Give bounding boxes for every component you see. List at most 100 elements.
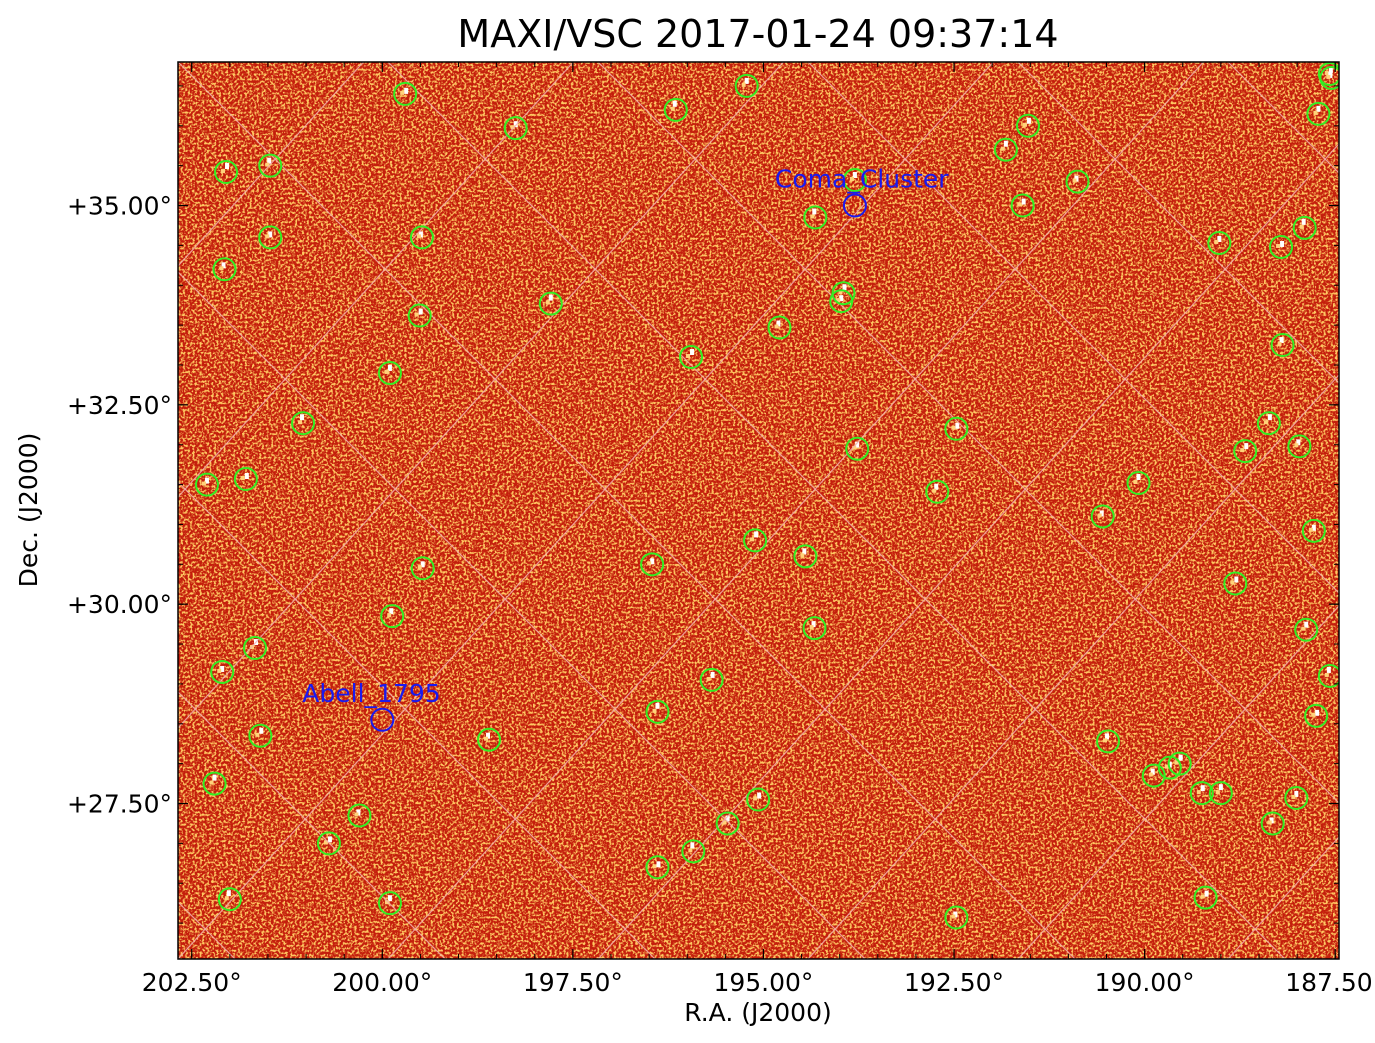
source-circle bbox=[1208, 781, 1233, 806]
hot-pixel bbox=[220, 665, 225, 672]
source-circle bbox=[1260, 811, 1285, 836]
hot-pixel bbox=[690, 349, 695, 356]
source-circle bbox=[993, 137, 1018, 162]
warm-pixel bbox=[1214, 239, 1219, 244]
hot-pixel bbox=[725, 815, 730, 822]
warm-pixel bbox=[417, 565, 422, 570]
hot-pixel bbox=[259, 727, 264, 734]
warm-pixel bbox=[838, 290, 843, 295]
warm-pixel bbox=[400, 90, 405, 95]
source-circle bbox=[407, 303, 432, 328]
annotation-markers: Abell_1795 Coma_Cluster bbox=[302, 165, 949, 732]
source-circle bbox=[1223, 571, 1248, 596]
source-circle bbox=[1304, 703, 1329, 728]
warm-pixel bbox=[219, 266, 224, 271]
warm-pixel bbox=[1311, 712, 1316, 717]
x-tick-label: 200.00° bbox=[332, 968, 432, 997]
grid-line-dec bbox=[1017, 62, 1339, 384]
hot-pixel bbox=[852, 172, 857, 179]
warm-pixel bbox=[1000, 146, 1005, 151]
hot-pixel bbox=[1021, 198, 1026, 205]
source-circle bbox=[831, 281, 856, 306]
hot-pixel bbox=[934, 483, 939, 490]
hot-pixel bbox=[226, 890, 231, 897]
warm-pixel bbox=[1299, 224, 1304, 229]
source-circle bbox=[233, 467, 258, 492]
warm-pixel bbox=[545, 300, 550, 305]
source-circle bbox=[1317, 663, 1339, 688]
hot-pixel bbox=[212, 774, 217, 781]
warm-pixel bbox=[836, 298, 841, 303]
warm-pixel bbox=[951, 425, 956, 430]
hot-pixel bbox=[221, 262, 226, 269]
warm-pixel bbox=[265, 162, 270, 167]
hot-pixel bbox=[1294, 790, 1299, 797]
source-circle bbox=[1010, 193, 1035, 218]
hot-pixel bbox=[420, 561, 425, 568]
warm-pixel bbox=[1277, 342, 1282, 347]
hot-pixel bbox=[1217, 235, 1222, 242]
source-circle bbox=[645, 855, 670, 880]
source-circle bbox=[377, 360, 402, 385]
source-circle bbox=[803, 205, 828, 230]
source-circle bbox=[1167, 751, 1192, 776]
source-circle bbox=[380, 604, 405, 629]
hot-pixel bbox=[1003, 140, 1008, 147]
hot-pixel bbox=[1316, 105, 1321, 112]
source-circle bbox=[1292, 215, 1317, 240]
annotation-label: Coma_Cluster bbox=[775, 165, 949, 194]
x-tick-label: 187.50° bbox=[1285, 968, 1375, 997]
warm-pixel bbox=[688, 848, 693, 853]
hot-pixel bbox=[650, 558, 655, 565]
grid-line-ra bbox=[178, 62, 785, 729]
warm-pixel bbox=[1017, 202, 1022, 207]
warm-pixel bbox=[414, 312, 419, 317]
warm-pixel bbox=[354, 812, 359, 817]
warm-pixel bbox=[849, 177, 854, 182]
warm-pixel bbox=[1164, 764, 1169, 769]
hot-pixel bbox=[744, 77, 749, 84]
annotation-label: Abell_1795 bbox=[302, 679, 440, 708]
source-circle bbox=[217, 887, 242, 912]
hot-pixel bbox=[513, 121, 518, 128]
warm-pixel bbox=[209, 780, 214, 785]
x-tick-label: 202.50° bbox=[142, 968, 242, 997]
source-circle bbox=[214, 160, 239, 185]
chart-title: MAXI/VSC 2017-01-24 09:37:14 bbox=[457, 12, 1058, 56]
hot-pixel bbox=[1167, 761, 1172, 768]
hot-pixel bbox=[855, 441, 860, 448]
source-circle bbox=[194, 472, 219, 497]
grid-line-dec bbox=[387, 62, 1286, 959]
source-circle bbox=[409, 225, 434, 250]
warm-pixel bbox=[1103, 738, 1108, 743]
source-circle bbox=[699, 667, 724, 692]
x-axis-title: R.A. (J2000) bbox=[684, 998, 832, 1027]
source-circle bbox=[347, 803, 372, 828]
source-circle bbox=[734, 73, 759, 98]
warm-pixel bbox=[416, 234, 421, 239]
hot-pixel bbox=[672, 100, 677, 107]
source-circle bbox=[1090, 504, 1115, 529]
source-circle bbox=[645, 699, 670, 724]
x-tick-label: 190.00° bbox=[1095, 968, 1195, 997]
source-circle bbox=[944, 905, 969, 930]
hot-pixel-layer bbox=[201, 66, 1333, 919]
source-circle bbox=[410, 556, 435, 581]
source-circle bbox=[845, 436, 870, 461]
source-circle bbox=[316, 831, 341, 856]
source-circle bbox=[640, 552, 665, 577]
source-circle bbox=[1141, 763, 1166, 788]
source-circle bbox=[1269, 234, 1294, 259]
source-circle bbox=[1233, 439, 1258, 464]
warm-pixel bbox=[652, 864, 657, 869]
warm-pixel bbox=[484, 736, 489, 741]
hot-pixel bbox=[757, 792, 762, 799]
warm-pixel bbox=[1263, 420, 1268, 425]
warm-pixel bbox=[1022, 122, 1027, 127]
warm-pixel bbox=[1240, 448, 1245, 453]
hot-pixel bbox=[1280, 240, 1285, 247]
x-tick-label: 192.50° bbox=[904, 968, 1004, 997]
